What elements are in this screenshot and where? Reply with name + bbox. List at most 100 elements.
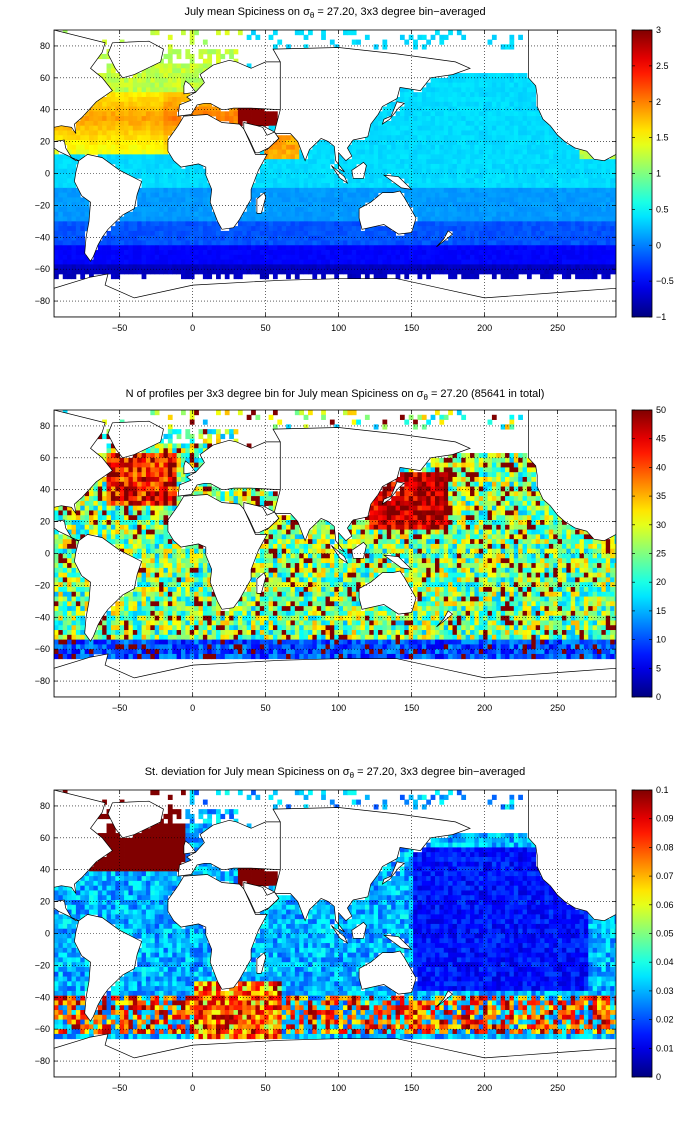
bin-cell (356, 149, 361, 155)
bin-cell (417, 206, 423, 213)
bin-cell (408, 144, 414, 150)
bin-cell (513, 211, 519, 217)
bin-cell (110, 649, 116, 655)
bin-cell (167, 254, 173, 260)
bin-cell (343, 173, 348, 179)
bin-cell (89, 273, 94, 280)
bin-cell (557, 168, 563, 174)
bin-cell (272, 154, 278, 160)
bin-cell (84, 606, 90, 612)
bin-cell (575, 163, 580, 170)
bin-cell (303, 163, 309, 170)
bin-cell (605, 226, 611, 232)
bin-cell (80, 625, 86, 631)
bin-cell (470, 240, 475, 246)
bin-cell (233, 49, 239, 55)
bin-cell (430, 259, 436, 265)
bin-cell (150, 135, 156, 141)
bin-cell (119, 529, 125, 535)
bin-cell (325, 149, 331, 155)
bin-cell (491, 211, 497, 217)
bin-cell (470, 111, 475, 117)
bin-cell (128, 520, 134, 526)
bin-cell (421, 140, 427, 146)
bin-cell (115, 486, 121, 492)
bin-cell (189, 259, 195, 265)
bin-cell (286, 173, 291, 179)
bin-cell (58, 639, 64, 645)
bin-cell (255, 34, 261, 40)
bin-cell (382, 235, 388, 241)
bin-cell (487, 120, 493, 127)
bin-cell (570, 178, 576, 184)
bin-cell (518, 173, 523, 179)
bin-cell (391, 240, 396, 246)
bin-cell (588, 183, 594, 189)
bin-cell (386, 111, 392, 117)
bin-cell (145, 96, 151, 103)
bin-cell (518, 250, 523, 256)
bin-cell (343, 187, 348, 194)
bin-cell (386, 101, 392, 107)
bin-cell (198, 53, 204, 60)
bin-cell (128, 481, 134, 487)
bin-cell (286, 245, 291, 251)
bin-cell (294, 221, 300, 227)
bin-cell (610, 226, 615, 232)
bin-cell (242, 235, 248, 241)
bin-cell (137, 77, 142, 84)
bin-cell (334, 269, 340, 275)
spiciness-mean-map: −50 0 50 100 150 200 250806040200−20−40−60−803… (35, 25, 674, 333)
bin-cell (535, 269, 541, 275)
bin-cell (408, 183, 414, 189)
bin-cell (535, 125, 541, 131)
bin-cell (465, 163, 471, 170)
bin-cell (115, 472, 121, 478)
bin-cell (115, 73, 121, 79)
bin-cell (75, 649, 81, 655)
bin-cell (58, 505, 64, 511)
bin-cell (71, 159, 77, 165)
bin-cell (67, 140, 72, 146)
bin-cell (62, 620, 68, 626)
bin-cell (251, 206, 256, 213)
bin-cell (277, 168, 283, 174)
bin-cell (496, 73, 502, 79)
bin-cell (483, 130, 488, 136)
bin-cell (614, 192, 616, 198)
bin-cell (570, 250, 576, 256)
bin-cell (325, 202, 331, 208)
bin-cell (347, 254, 353, 260)
bin-cell (58, 187, 64, 194)
bin-cell (110, 264, 116, 270)
bin-cell (540, 149, 545, 155)
bin-cell (452, 96, 458, 103)
bin-cell (132, 82, 138, 88)
coastline (177, 59, 281, 117)
bin-cell (299, 206, 305, 213)
bin-cell (312, 269, 318, 275)
bin-cell (286, 254, 291, 260)
bin-cell (119, 653, 125, 660)
bin-cell (535, 163, 541, 170)
bin-cell (150, 250, 156, 256)
bin-cell (233, 106, 239, 112)
bin-cell (75, 120, 81, 127)
bin-cell (159, 187, 164, 194)
bin-cell (583, 154, 589, 160)
bin-cell (119, 486, 125, 492)
bin-cell (513, 240, 519, 246)
bin-cell (67, 591, 72, 597)
bin-cell (356, 154, 361, 160)
bin-cell (54, 264, 59, 270)
bin-cell (145, 226, 151, 232)
bin-cell (180, 221, 186, 227)
bin-cell (369, 250, 375, 256)
bin-cell (251, 259, 256, 265)
bin-cell (150, 269, 156, 275)
bin-cell (137, 524, 142, 530)
bin-cell (176, 254, 182, 260)
bin-cell (89, 149, 94, 155)
bin-cell (150, 553, 156, 559)
bin-cell (154, 453, 160, 459)
